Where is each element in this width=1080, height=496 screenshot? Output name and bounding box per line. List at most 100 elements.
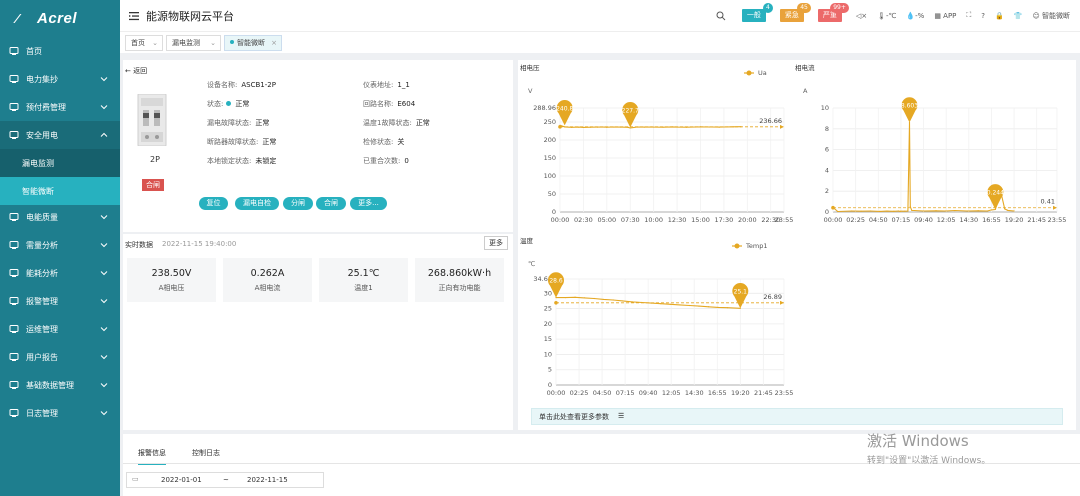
field-value: E604: [397, 100, 416, 108]
sidebar-item-12[interactable]: 基础数据管理: [0, 371, 120, 399]
device-action-button[interactable]: 更多...: [350, 197, 387, 210]
sidebar-item-11[interactable]: 用户报告: [0, 343, 120, 371]
chart-title: 温度: [520, 236, 534, 245]
app-link[interactable]: ▦ APP: [934, 11, 957, 20]
realtime-card: 268.860kW·h 正向有功电能: [415, 258, 504, 302]
date-range-picker[interactable]: ▭ 2022-01-01 ~ 2022-11-15: [126, 472, 324, 488]
x-tick-label: 23:55: [1048, 216, 1067, 224]
data-point: [589, 126, 592, 128]
x-tick-label: 22:30: [761, 216, 780, 224]
user-menu[interactable]: ☺ 智能微断: [1032, 11, 1070, 21]
device-action-button[interactable]: 合闸: [316, 197, 346, 210]
page-tabs: 首页 ⌄ 漏电监测 ⌄ 智能微断 ×: [120, 31, 1080, 53]
y-tick-label: 4: [825, 166, 829, 174]
date-start: 2022-01-01: [161, 476, 202, 484]
more-params-bar[interactable]: 单击此处查看更多参数 ☰: [531, 408, 1063, 425]
data-point: [1007, 209, 1009, 212]
legend-marker: [746, 70, 752, 76]
device-panel: ← 返回 2P 合闸 设备名称: ASCB1-2P 仪表地址: 1_1 状态: 正常 回路名…: [123, 60, 513, 232]
x-tick-label: 09:40: [639, 389, 658, 397]
sidebar-item-8[interactable]: 能耗分析: [0, 259, 120, 287]
sidebar-item-9[interactable]: 报警管理: [0, 287, 120, 315]
tab-leakage[interactable]: 漏电监测 ⌄: [166, 35, 221, 51]
x-tick-label: 12:05: [937, 216, 956, 224]
chevron-down-icon: [100, 297, 108, 305]
sound-icon[interactable]: ◁×: [855, 11, 868, 20]
sidebar-item-5[interactable]: 智能微断: [0, 177, 120, 205]
alarm-badge-2[interactable]: 严重 99+: [817, 3, 849, 22]
watermark-title: 激活 Windows: [867, 432, 969, 450]
marker-label: 28.6: [549, 278, 563, 285]
series-line: [559, 124, 742, 129]
data-point: [603, 298, 605, 301]
device-action-button[interactable]: 分闸: [283, 197, 313, 210]
chevron-down-icon: [100, 103, 108, 111]
top-bar-actions: 一般 4 紧急 45 严重 99+ ◁× 🌡-℃ 💧-% ▦ APP ⛶ ? 🔒 👕 ☺ …: [716, 0, 1080, 31]
chevron-down-icon: [100, 269, 108, 277]
sidebar-item-10[interactable]: 运维管理: [0, 315, 120, 343]
lock-icon[interactable]: 🔒: [995, 11, 1004, 20]
data-point: [879, 210, 881, 212]
data-point: [629, 127, 631, 129]
chart-title: 相电压: [520, 63, 540, 72]
data-point: [679, 304, 681, 306]
card-name: A相电流: [254, 284, 281, 292]
chevron-down-icon: [100, 381, 108, 389]
tab-smart-breaker[interactable]: 智能微断 ×: [224, 35, 282, 51]
field-label: 设备名称:: [207, 81, 238, 89]
search-icon[interactable]: [716, 11, 726, 21]
brand-logo[interactable]: ⁄ Acrel: [0, 0, 120, 36]
fullscreen-icon[interactable]: ⛶: [966, 11, 972, 19]
data-point: [732, 126, 734, 128]
sidebar-item-13[interactable]: 日志管理: [0, 399, 120, 427]
device-field: 温度1故障状态: 正常: [363, 118, 430, 128]
device-field: 漏电故障状态: 正常: [207, 118, 269, 128]
sidebar-item-3[interactable]: 安全用电: [0, 121, 120, 149]
monitor-icon: [9, 46, 19, 56]
sidebar-item-4[interactable]: 漏电监测: [0, 149, 120, 177]
sidebar-item-2[interactable]: 预付费管理: [0, 93, 120, 121]
sidebar-item-1[interactable]: 电力集抄: [0, 65, 120, 93]
tab-alarm-info[interactable]: 报警信息: [138, 448, 166, 465]
y-tick-label: 30: [544, 289, 552, 297]
x-tick-label: 07:30: [621, 216, 640, 224]
y-axis-unit: ℃: [528, 260, 535, 268]
data-point: [559, 124, 561, 126]
x-tick-label: 16:55: [982, 216, 1001, 224]
theme-icon[interactable]: 👕: [1013, 11, 1023, 20]
y-tick-label: 20: [544, 320, 552, 328]
data-point: [671, 126, 673, 128]
device-action-button[interactable]: 复位: [199, 197, 228, 210]
data-point: [1004, 208, 1006, 210]
field-value: 关: [397, 138, 405, 146]
data-point: [726, 307, 729, 309]
card-value: 25.1℃: [347, 268, 380, 279]
marker-pin: [732, 282, 749, 309]
help-icon[interactable]: ?: [981, 11, 986, 20]
sidebar-item-label: 预付费管理: [26, 102, 66, 112]
device-field: 检修状态: 关: [363, 137, 404, 147]
device-field: 断路器故障状态: 正常: [207, 137, 276, 147]
data-point: [612, 299, 614, 301]
tab-control-log[interactable]: 控制日志: [192, 449, 220, 457]
back-link[interactable]: ← 返回: [125, 67, 148, 75]
data-point: [990, 209, 993, 211]
marker-label: 240.8: [556, 105, 573, 112]
card-value: 268.860kW·h: [427, 268, 492, 279]
average-label: 236.66: [759, 117, 782, 125]
menu-toggle-icon[interactable]: [129, 11, 139, 21]
sidebar-item-6[interactable]: 电能质量: [0, 203, 120, 231]
sidebar-item-label: 需量分析: [26, 240, 58, 250]
device-action-button[interactable]: 漏电自检: [235, 197, 279, 210]
sidebar-item-7[interactable]: 需量分析: [0, 231, 120, 259]
tab-home[interactable]: 首页 ⌄: [125, 35, 163, 51]
alarm-badge-1[interactable]: 紧急 45: [779, 3, 811, 22]
sidebar-item-0[interactable]: 首页: [0, 37, 120, 65]
y-tick-label: 10: [544, 350, 552, 358]
close-icon[interactable]: ×: [271, 39, 277, 47]
more-button[interactable]: 更多: [484, 236, 508, 250]
data-point: [564, 126, 566, 128]
alarm-badge-0[interactable]: 一般 4: [741, 3, 773, 22]
chevron-down-icon: [100, 409, 108, 417]
sidebar-item-label: 能耗分析: [26, 268, 58, 278]
